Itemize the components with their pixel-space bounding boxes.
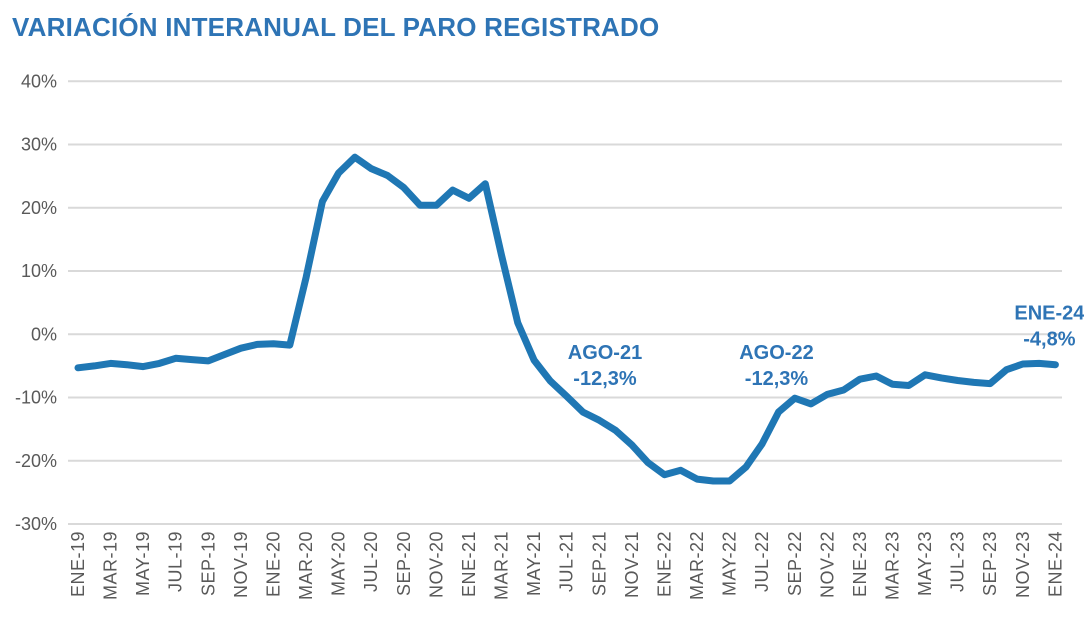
x-axis-tick-label: ENE-20 (263, 531, 283, 597)
y-axis-tick-label: 0% (31, 324, 57, 344)
x-axis-tick-label: JUL-20 (361, 531, 381, 592)
annotation-value-label: -12,3% (745, 368, 809, 390)
y-axis-tick-label: -30% (15, 514, 57, 534)
x-axis-tick-label: SEP-23 (980, 531, 1000, 596)
data-series-line (74, 153, 1059, 485)
x-axis-tick-label: MAY-21 (524, 531, 544, 596)
x-axis-tick-label: SEP-19 (198, 531, 218, 596)
x-axis-tick-label: SEP-22 (785, 531, 805, 596)
annotation-month-label: AGO-22 (739, 342, 813, 364)
annotation-month-label: AGO-21 (568, 342, 642, 364)
y-axis-tick-label: -20% (15, 451, 57, 471)
x-axis-tick-label: MAY-20 (329, 531, 349, 596)
x-axis-tick-label: SEP-20 (394, 531, 414, 596)
x-axis-tick-label: MAY-22 (720, 531, 740, 596)
x-axis-tick-label: MAR-23 (883, 531, 903, 600)
y-axis-tick-label: 40% (21, 71, 57, 91)
x-axis-tick-label: MAR-21 (492, 531, 512, 600)
x-axis-tick-label: MAR-22 (687, 531, 707, 600)
x-axis-tick-label: NOV-20 (426, 531, 446, 598)
x-axis-tick-label: MAY-23 (915, 531, 935, 596)
x-axis-tick-label: NOV-22 (817, 531, 837, 598)
x-axis-tick-label: MAY-19 (133, 531, 153, 596)
y-axis-tick-label: 20% (21, 198, 57, 218)
x-axis-tick-label: ENE-21 (459, 531, 479, 597)
x-axis-tick-label: ENE-23 (850, 531, 870, 597)
chart-title: VARIACIÓN INTERANUAL DEL PARO REGISTRADO (12, 12, 660, 42)
x-axis-tick-label: JUL-21 (557, 531, 577, 592)
x-axis-tick-label: ENE-24 (1045, 531, 1065, 597)
y-axis-tick-label: 30% (21, 135, 57, 155)
y-axis-tick-label: -10% (15, 388, 57, 408)
x-axis-tick-label: SEP-21 (589, 531, 609, 596)
x-axis-tick-label: NOV-21 (622, 531, 642, 598)
x-axis-tick-label: ENE-22 (654, 531, 674, 597)
y-axis-tick-label: 10% (21, 261, 57, 281)
x-axis-tick-label: MAR-19 (101, 531, 121, 600)
x-axis-tick-label: JUL-22 (752, 531, 772, 592)
annotation-value-label: -12,3% (573, 368, 637, 390)
x-axis-tick-label: NOV-19 (231, 531, 251, 598)
annotation-value-label: -4,8% (1023, 329, 1075, 351)
annotation-month-label: ENE-24 (1014, 303, 1084, 325)
x-axis-tick-label: JUL-19 (166, 531, 186, 592)
x-axis-tick-label: JUL-23 (948, 531, 968, 592)
x-axis-tick-label: ENE-19 (68, 531, 88, 597)
x-axis-tick-label: MAR-20 (296, 531, 316, 600)
x-axis-tick-label: NOV-23 (1013, 531, 1033, 598)
